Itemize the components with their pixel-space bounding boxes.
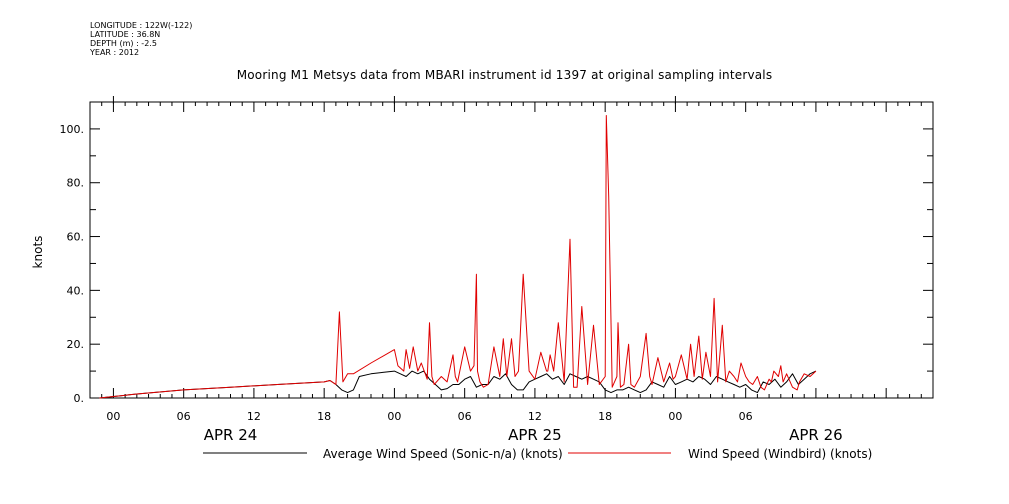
plot-frame bbox=[89, 101, 934, 399]
x-tick-label: 06 bbox=[458, 410, 472, 423]
date-label: APR 25 bbox=[508, 426, 562, 444]
series-layer bbox=[99, 115, 817, 399]
y-tick-label: 60. bbox=[67, 231, 85, 244]
depth-label: DEPTH (m) : -2.5 bbox=[90, 39, 157, 48]
x-tick-label: 00 bbox=[668, 410, 682, 423]
x-tick-label: 06 bbox=[177, 410, 191, 423]
x-tick-label: 12 bbox=[528, 410, 542, 423]
legend-label-windbird: Wind Speed (Windbird) (knots) bbox=[688, 447, 872, 461]
legend-label-average-wind: Average Wind Speed (Sonic-n/a) (knots) bbox=[323, 447, 563, 461]
y-axis-label: knots bbox=[31, 236, 45, 269]
date-label: APR 26 bbox=[789, 426, 843, 444]
chart-title: Mooring M1 Metsys data from MBARI instru… bbox=[236, 68, 773, 82]
y-tick-label: 20. bbox=[67, 338, 85, 351]
x-tick-label: 00 bbox=[106, 410, 120, 423]
date-label: APR 24 bbox=[204, 426, 258, 444]
year-label: YEAR : 2012 bbox=[90, 48, 140, 57]
y-tick-label: 80. bbox=[67, 177, 85, 190]
longitude-label: LONGITUDE : 122W(-122) bbox=[90, 21, 193, 30]
series-line-windbird bbox=[99, 115, 817, 399]
y-tick-label: 0. bbox=[74, 392, 85, 405]
legend: Average Wind Speed (Sonic-n/a) (knots) Wi… bbox=[203, 447, 872, 461]
latitude-label: LATITUDE : 36.8N bbox=[90, 30, 161, 39]
series-line-average-wind bbox=[99, 370, 817, 399]
metadata-block: LONGITUDE : 122W(-122) LATITUDE : 36.8N … bbox=[90, 21, 192, 57]
y-tick-label: 100. bbox=[60, 123, 85, 136]
y-tick-label: 40. bbox=[67, 284, 85, 297]
x-tick-label: 12 bbox=[247, 410, 261, 423]
x-tick-label: 18 bbox=[598, 410, 612, 423]
x-tick-label: 06 bbox=[739, 410, 753, 423]
axes: 0. 20. 40. 60. 80. 100. 00 06 12 18 00 06 12 18 00 06 AP… bbox=[60, 96, 934, 444]
x-tick-label: 18 bbox=[317, 410, 331, 423]
x-tick-label: 00 bbox=[387, 410, 401, 423]
